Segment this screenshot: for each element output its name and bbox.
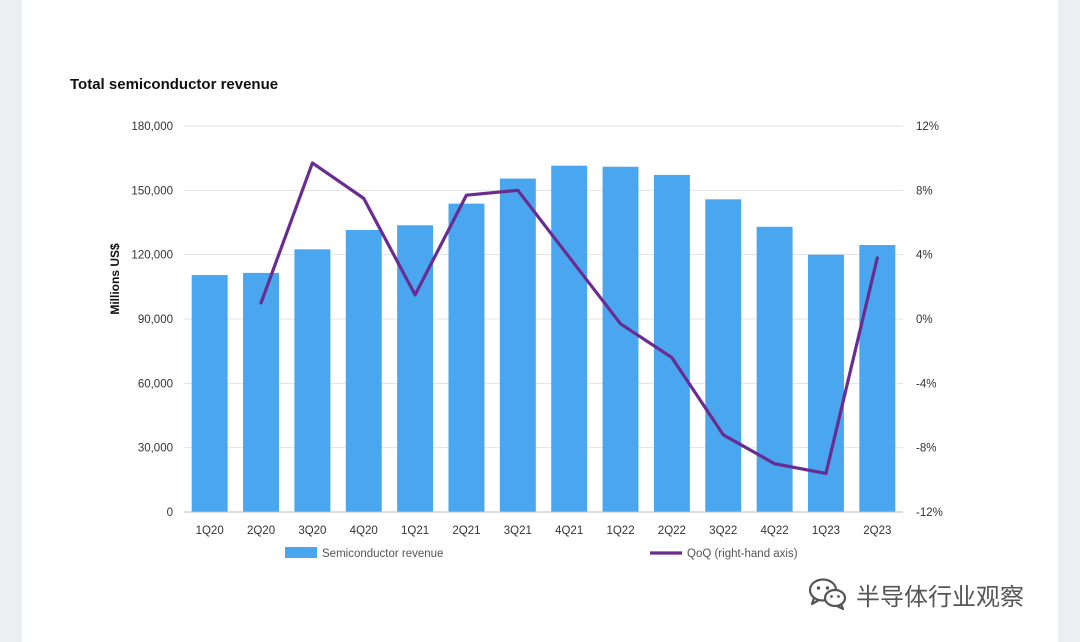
x-tick-label: 2Q22	[658, 525, 686, 537]
x-tick-label: 4Q21	[555, 525, 583, 537]
y-tick-label: 0	[167, 507, 173, 519]
x-tick-label: 1Q21	[401, 525, 429, 537]
legend-label-line: QoQ (right-hand axis)	[687, 548, 798, 560]
y2-tick-label: 12%	[916, 121, 939, 133]
legend-label-bar: Semiconductor revenue	[322, 548, 443, 560]
legend: Semiconductor revenue QoQ (right-hand axi…	[285, 547, 798, 560]
x-tick-label: 2Q21	[452, 525, 480, 537]
x-tick-label: 4Q20	[350, 525, 378, 537]
bar	[551, 165, 588, 512]
y2-tick-label: 0%	[916, 314, 933, 326]
bar	[602, 166, 639, 512]
watermark: 半导体行业观察	[808, 574, 1024, 614]
axes: 0 30,000 60,000 90,000 120,000 150,000 180,000…	[108, 121, 943, 537]
x-tick-label: 1Q23	[812, 525, 840, 537]
y2-tick-label: -12%	[916, 507, 943, 519]
x-tick-label: 1Q22	[606, 525, 634, 537]
bar	[294, 249, 331, 513]
y2-tick-label: -8%	[916, 443, 936, 455]
bar	[191, 275, 228, 512]
bar	[705, 199, 742, 512]
bar	[345, 230, 382, 512]
y-tick-label: 150,000	[131, 185, 173, 197]
x-tick-label: 3Q21	[504, 525, 532, 537]
y2-tick-label: 4%	[916, 250, 933, 262]
y2-tick-label: 8%	[916, 185, 933, 197]
x-tick-label: 3Q20	[298, 525, 326, 537]
y-tick-label: 180,000	[131, 121, 173, 133]
bar	[499, 178, 536, 513]
y2-tick-label: -4%	[916, 378, 936, 390]
x-tick-label: 2Q20	[247, 525, 275, 537]
y-tick-label: 30,000	[138, 443, 173, 455]
bar	[243, 272, 280, 512]
bar	[859, 245, 896, 512]
bar	[448, 203, 485, 512]
watermark-text: 半导体行业观察	[856, 582, 1024, 611]
legend-swatch-bar	[285, 547, 317, 558]
x-tick-label: 3Q22	[709, 525, 737, 537]
y-tick-label: 120,000	[131, 250, 173, 262]
qoq-line-path	[259, 161, 879, 475]
x-tick-label: 2Q23	[863, 525, 891, 537]
x-tick-label: 1Q20	[196, 525, 224, 537]
y-axis-title: Millions US$	[108, 243, 122, 315]
chart-title: Total semiconductor revenue	[70, 76, 279, 93]
y-tick-label: 90,000	[138, 314, 173, 326]
bar	[756, 226, 793, 513]
y-tick-label: 60,000	[138, 378, 173, 390]
bar	[653, 174, 690, 513]
wechat-logo-icon	[808, 578, 847, 611]
gridlines	[184, 125, 903, 513]
x-tick-label: 4Q22	[761, 525, 789, 537]
bars	[191, 165, 896, 513]
qoq-line	[259, 161, 879, 475]
